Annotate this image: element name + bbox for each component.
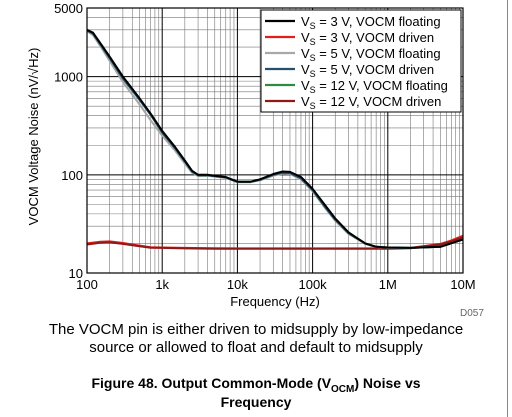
document-id: D057 [460, 308, 484, 319]
legend-label: VS = 3 V, VOCM floating [301, 14, 441, 31]
legend-label: VS = 12 V, VOCM driven [301, 94, 441, 111]
y-tick-label: 100 [61, 168, 83, 183]
x-axis-label: Frequency (Hz) [230, 294, 320, 309]
x-tick-label: 1M [379, 277, 397, 292]
figure-title: Figure 48. Output Common-Mode (VOCM) Noi… [0, 374, 512, 399]
x-tick-label: 100k [298, 277, 327, 292]
series-lines [86, 28, 464, 250]
y-tick-label: 10 [69, 266, 83, 281]
caption-line-2: source or allowed to float and default t… [89, 339, 423, 356]
legend-label: VS = 3 V, VOCM driven [301, 30, 434, 47]
legend-label: VS = 12 V, VOCM floating [301, 78, 448, 95]
y-tick-label: 5000 [54, 1, 83, 16]
y-tick-labels: 10 100 1000 5000 [54, 1, 83, 281]
y-axis-label: VOCM Voltage Noise (nV/√Hz) [26, 48, 41, 226]
x-tick-labels: 100 1k 10k 100k 1M 10M [76, 277, 476, 292]
figure-title-subscript: OCM [331, 383, 355, 395]
x-tick-label: 10k [227, 277, 248, 292]
plot-frame [86, 7, 464, 274]
x-tick-label: 100 [76, 277, 98, 292]
x-tick-label: 1k [155, 277, 169, 292]
legend-label: VS = 5 V, VOCM floating [301, 46, 441, 63]
page-edge-rule [507, 0, 508, 417]
y-tick-label: 1000 [54, 70, 83, 85]
minor-gridlines [87, 7, 463, 273]
legend-box [260, 9, 462, 113]
x-tick-label: 10M [450, 277, 475, 292]
figure-title-line-2: Frequency [220, 394, 292, 410]
caption-line-1: The VOCM pin is either driven to midsupp… [48, 321, 464, 338]
legend-label: VS = 5 V, VOCM driven [301, 62, 434, 79]
series-line [86, 28, 464, 249]
figure-title-prefix: Figure 48. Output Common-Mode (V [91, 375, 332, 391]
figure-title-suffix: ) Noise vs [354, 375, 421, 391]
